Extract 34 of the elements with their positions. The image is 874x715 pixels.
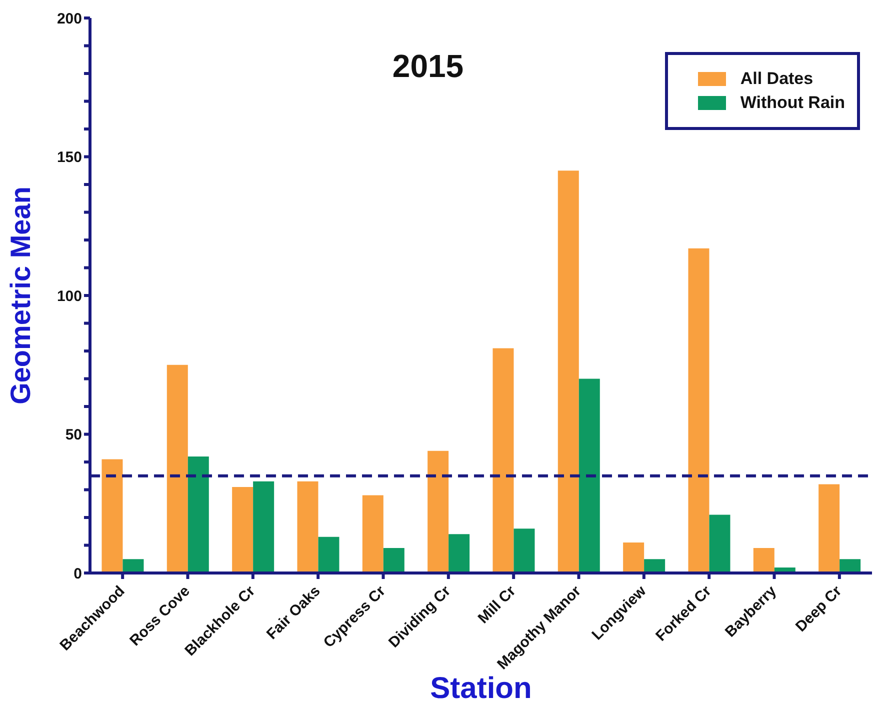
bar: [297, 481, 318, 573]
y-tick-label: 0: [74, 565, 82, 582]
y-tick-label: 100: [56, 288, 82, 305]
bar: [818, 484, 840, 573]
x-axis-title: Station: [430, 672, 532, 705]
y-tick-label: 200: [56, 10, 82, 28]
bar: [492, 348, 514, 573]
bar: [253, 481, 274, 573]
bar: [840, 559, 861, 573]
y-tick-label: 150: [56, 149, 82, 166]
bar: [644, 559, 666, 573]
bar: [188, 456, 209, 573]
bar: [122, 559, 144, 573]
x-tick-label: Mill Cr: [474, 582, 520, 628]
bar: [578, 378, 600, 573]
bar: [753, 548, 774, 573]
legend-label: Without Rain: [740, 93, 845, 113]
text: 2015: [391, 48, 465, 85]
bar: [102, 459, 123, 573]
bar: [623, 542, 644, 573]
legend-label: All Dates: [740, 69, 814, 89]
bar: [448, 534, 470, 573]
bar: [232, 486, 254, 573]
bar: [688, 248, 710, 573]
bar: [318, 536, 340, 573]
bar: [362, 495, 384, 573]
bar: [166, 364, 188, 573]
bar: [383, 548, 404, 573]
y-axis-title: Geometric Mean: [4, 186, 36, 404]
bar: [558, 170, 579, 573]
bar: [514, 528, 535, 573]
y-tick-label: 50: [65, 426, 82, 444]
bar: [428, 450, 449, 573]
bar: [709, 514, 730, 573]
